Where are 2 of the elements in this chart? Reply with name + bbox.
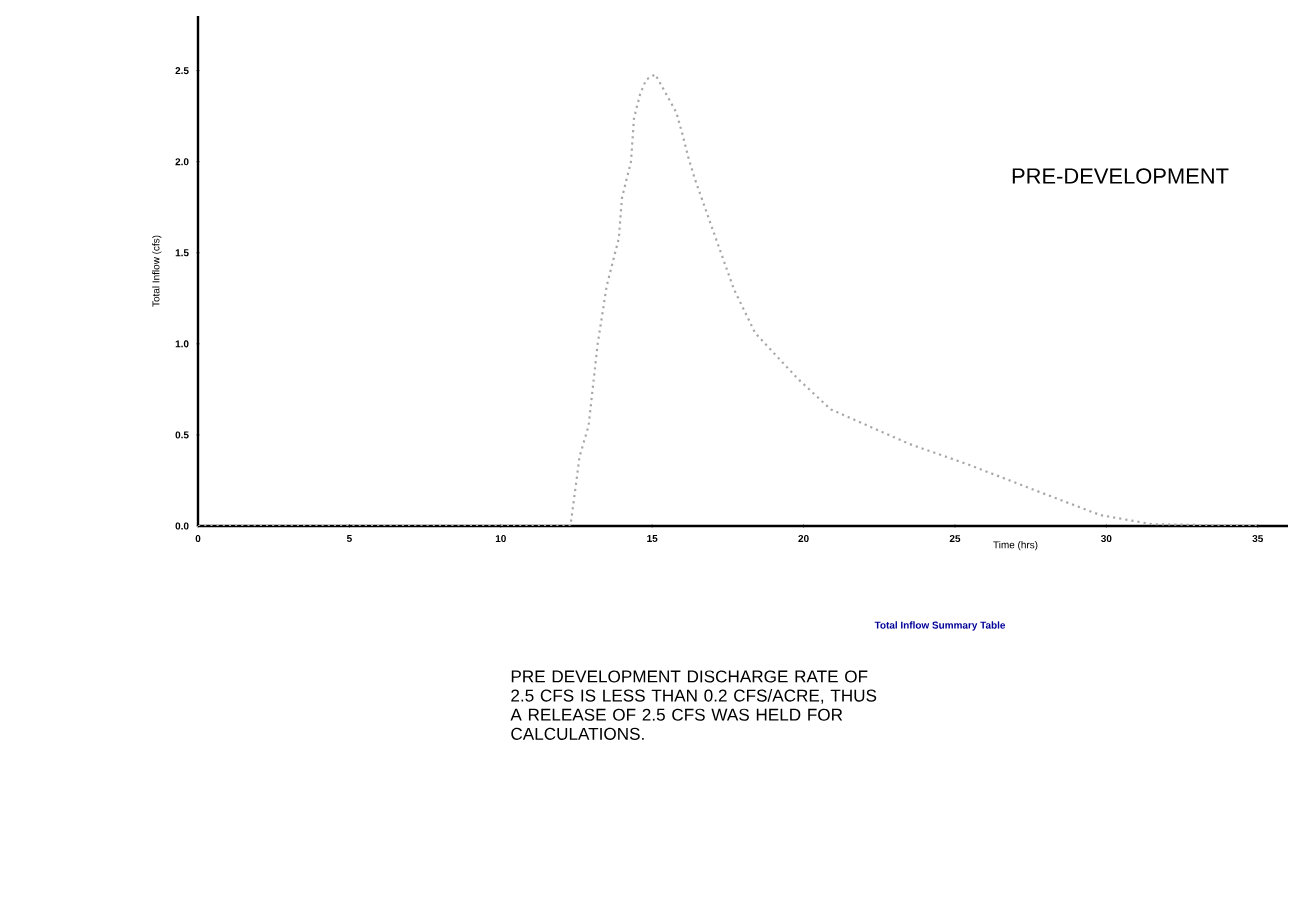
annotation: PRE-DEVELOPMENT [1012,168,1229,184]
text: PRE DEVELOPMENT DISCHARGE RATE OF 2.5 CFS IS LESS THAN 0.2 CFS/ACRE, THUS A RELEASE OF 2.5 CFS WAS HELD FOR CALCULATIONS. [510,670,877,740]
